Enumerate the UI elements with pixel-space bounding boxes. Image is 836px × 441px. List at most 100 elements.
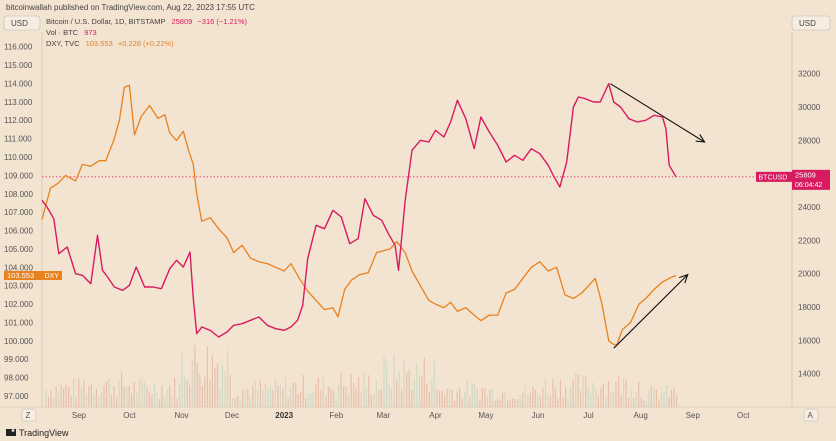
volume-bar: [443, 395, 446, 407]
right-currency-button[interactable]: [791, 15, 831, 31]
volume-bar: [88, 386, 90, 407]
legend-dxy-name: DXY, TVC: [46, 39, 80, 48]
volume-bar: [184, 377, 186, 407]
volume-bar: [403, 360, 405, 407]
volume-bar: [305, 398, 307, 407]
time-tick-label: Dec: [225, 411, 239, 420]
volume-bar: [360, 391, 362, 407]
volume-bar: [623, 378, 625, 407]
volume-bar: [214, 367, 216, 407]
volume-bar: [438, 391, 441, 407]
time-tick-label: Jun: [532, 411, 545, 420]
dxy-tag-name-box: [42, 271, 62, 281]
volume-bar: [105, 381, 108, 407]
volume-bar: [628, 397, 630, 407]
volume-bar: [633, 397, 635, 407]
volume-bar: [156, 393, 158, 407]
btc-tag-value-box: [792, 169, 830, 190]
volume-bar: [489, 390, 491, 407]
right-tick-label: 24000: [798, 203, 821, 212]
auto-scale-button-label: A: [808, 411, 814, 420]
volume-bar: [204, 377, 206, 407]
trend-arrow-head: [695, 134, 706, 143]
volume-bar: [282, 389, 284, 407]
volume-bar: [259, 381, 261, 407]
volume-bar: [274, 379, 277, 407]
time-tick-label: Feb: [329, 411, 343, 420]
volume-bar: [585, 376, 587, 407]
volume-bar: [194, 345, 196, 407]
volume-bar: [418, 375, 420, 407]
volume-bar: [116, 397, 118, 407]
btc-price-tag: BTCUSD 25809 06:04:42: [756, 169, 830, 190]
legend-symbol-change: −316 (−1.21%): [197, 17, 247, 26]
time-tick-label: 2023: [275, 411, 293, 420]
auto-scale-button[interactable]: [803, 408, 819, 422]
volume-bar: [451, 390, 453, 407]
volume-bar: [426, 383, 428, 407]
volume-bar: [60, 384, 62, 407]
volume-bar: [307, 394, 309, 407]
volume-bar: [332, 390, 335, 407]
volume-bar: [189, 385, 191, 407]
volume-bar: [446, 388, 448, 407]
volume-bar: [375, 381, 377, 407]
volume-bar: [186, 380, 188, 407]
volume-bar: [227, 350, 229, 407]
volume-bar: [353, 382, 355, 407]
volume-bar: [80, 386, 82, 407]
volume-bar: [527, 394, 529, 407]
volume-bar: [388, 382, 390, 407]
volume-bar: [610, 391, 612, 407]
zoom-button[interactable]: [21, 408, 37, 422]
volume-bar: [50, 389, 52, 407]
time-tick-label: Apr: [429, 411, 442, 420]
left-currency-button[interactable]: [3, 15, 41, 31]
volume-bar: [491, 388, 493, 407]
volume-bar: [517, 399, 519, 407]
left-tick-label: 102.000: [4, 300, 33, 309]
volume-bar: [565, 387, 567, 407]
volume-bar: [335, 397, 337, 407]
volume-bar: [499, 400, 501, 407]
volume-bar: [247, 388, 249, 407]
volume-bar: [55, 386, 57, 407]
volume-bar: [592, 382, 594, 407]
volume-bar: [605, 398, 607, 407]
left-tick-label: 103.000: [4, 282, 33, 291]
volume-bar: [406, 372, 408, 407]
volume-bar: [408, 369, 410, 407]
dxy-tag-name: DXY: [45, 273, 60, 280]
right-tick-label: 16000: [798, 336, 821, 345]
btc-tag-name-box: [756, 171, 792, 182]
volume-bar: [264, 383, 266, 407]
volume-bar: [648, 389, 650, 407]
series-line-dxy: [41, 84, 677, 346]
volume-bar: [219, 389, 221, 407]
volume-bar: [365, 387, 367, 407]
volume-bar: [534, 390, 536, 407]
volume-bar: [519, 395, 521, 407]
volume-bar: [163, 397, 166, 407]
volume-bar: [232, 398, 234, 407]
volume-bar: [128, 386, 130, 407]
volume-bar: [378, 390, 380, 407]
volume-bar: [532, 387, 534, 407]
volume-bar: [83, 380, 85, 407]
volume-bar: [663, 391, 665, 407]
dxy-tag-value-box: [4, 271, 42, 281]
volume-bar: [474, 383, 476, 407]
volume-bar: [514, 399, 516, 407]
volume-bar: [461, 398, 463, 407]
tradingview-logo-icon: [6, 429, 16, 436]
volume-bar: [638, 381, 640, 407]
legend-volume-name: Vol · BTC: [46, 28, 79, 37]
volume-bar: [673, 388, 675, 407]
left-tick-label: 106.000: [4, 227, 33, 236]
volume-bar: [401, 388, 403, 407]
volume-bar: [325, 396, 327, 407]
volume-bar: [494, 401, 496, 407]
volume-bar: [201, 386, 203, 407]
trend-arrow-line: [610, 83, 705, 143]
volume-bar: [237, 396, 239, 407]
